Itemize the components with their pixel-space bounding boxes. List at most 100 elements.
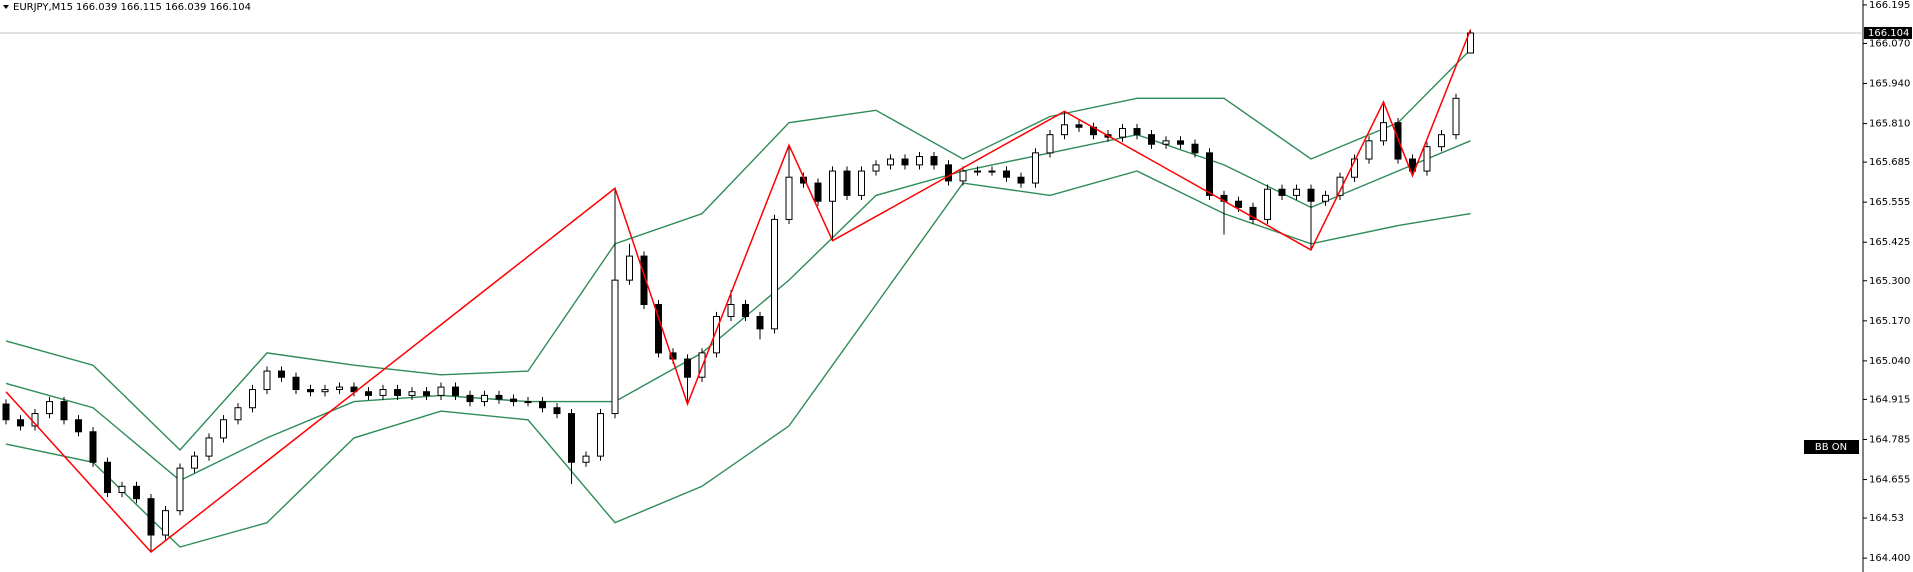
candle-body — [916, 156, 923, 166]
candle-body — [829, 170, 836, 202]
candle-body — [1423, 146, 1431, 172]
candle-body — [1249, 206, 1257, 220]
candle-body — [46, 401, 53, 415]
candle-body — [278, 370, 285, 378]
candle-body — [626, 255, 633, 281]
candle-body — [727, 303, 735, 318]
price-label: 164.655 — [1869, 475, 1910, 486]
ohlc-readout: 166.039 166.115 166.039 166.104 — [76, 2, 251, 13]
candle-body — [350, 386, 358, 393]
candle-body — [1278, 188, 1286, 196]
candle-body — [959, 170, 967, 182]
candle-body — [742, 303, 749, 318]
candle-body — [17, 419, 24, 427]
candle-body — [1438, 134, 1445, 148]
candle-body — [1133, 128, 1141, 136]
candle-body — [1075, 124, 1083, 128]
candle-body — [597, 413, 604, 457]
candle-body — [713, 316, 720, 354]
candle-body — [1380, 122, 1387, 142]
candle-body — [945, 164, 952, 182]
zigzag-line — [5, 29, 1472, 554]
candle-body — [1467, 32, 1474, 54]
price-label: 164.53 — [1869, 513, 1904, 524]
candle-body — [75, 419, 82, 433]
candle-body — [249, 389, 256, 409]
price-label: 165.810 — [1869, 119, 1910, 130]
candle-body — [321, 389, 329, 393]
candle-body — [1365, 140, 1373, 160]
price-label: 164.915 — [1869, 394, 1910, 405]
candle-body — [423, 391, 430, 396]
candle-body — [814, 182, 822, 202]
candle-body — [785, 176, 793, 220]
candle-body — [133, 485, 140, 500]
candle-body — [611, 279, 619, 415]
candle-body — [553, 407, 561, 415]
last-price-tag — [1864, 26, 1912, 39]
candle-body — [1061, 124, 1068, 136]
candle-body — [1191, 143, 1199, 154]
candle-body — [640, 255, 648, 305]
candle-body — [495, 394, 503, 400]
candle-body — [1452, 97, 1460, 136]
candle-body — [568, 413, 575, 463]
candle-body — [858, 170, 865, 196]
price-label: 165.685 — [1869, 157, 1910, 168]
candle-body — [481, 394, 488, 403]
candle-body — [843, 170, 851, 196]
candle-body — [1162, 140, 1170, 145]
candle-body — [872, 164, 880, 172]
candle-body — [307, 389, 314, 393]
candle-body — [466, 394, 474, 403]
candle-body — [1264, 188, 1271, 220]
bollinger-upper — [5, 49, 1471, 452]
candle-body — [89, 431, 97, 463]
symbol-dropdown[interactable] — [3, 5, 9, 9]
price-label: 165.170 — [1869, 316, 1910, 327]
candle-body — [191, 455, 198, 469]
last-price-label: 166.104 — [1868, 28, 1909, 39]
price-label: 164.785 — [1869, 434, 1910, 445]
candle-body — [1119, 128, 1126, 138]
candle-body — [147, 498, 155, 536]
candle-body — [263, 370, 271, 391]
candle-body — [974, 170, 981, 173]
candle-body — [1003, 170, 1010, 178]
candle-body — [539, 401, 546, 409]
price-label: 165.940 — [1869, 79, 1910, 90]
candle-body — [336, 386, 343, 391]
price-label: 165.555 — [1869, 197, 1910, 208]
indicator-tag — [1804, 440, 1859, 454]
candle-body — [162, 510, 169, 536]
candle-body — [234, 407, 242, 421]
candle-body — [1177, 140, 1184, 145]
indicator-label: BB ON — [1815, 442, 1847, 453]
candle-body — [104, 461, 111, 493]
candle-body — [1409, 158, 1416, 172]
candle-body — [771, 218, 778, 330]
candle-body — [887, 158, 894, 166]
price-label: 166.070 — [1869, 38, 1910, 49]
symbol-label: EURJPY,M15 — [13, 2, 73, 13]
candle-body — [1293, 188, 1300, 196]
candle-body — [1046, 134, 1054, 154]
price-label: 165.040 — [1869, 356, 1910, 367]
price-label: 166.195 — [1869, 0, 1910, 11]
candle-body — [220, 419, 227, 439]
candle-body — [988, 170, 996, 173]
candle-body — [1235, 200, 1242, 208]
candle-body — [684, 358, 691, 378]
price-label: 165.300 — [1869, 276, 1910, 287]
candle-body — [452, 386, 459, 396]
candle-body — [408, 391, 416, 396]
candle-body — [1032, 152, 1039, 184]
candle-body — [582, 455, 590, 463]
candle-body — [930, 156, 938, 166]
candle-body — [176, 467, 184, 512]
candle-body — [1322, 194, 1329, 202]
candle-body — [1307, 188, 1315, 202]
candle-body — [1148, 134, 1155, 145]
candle-body — [524, 401, 532, 404]
